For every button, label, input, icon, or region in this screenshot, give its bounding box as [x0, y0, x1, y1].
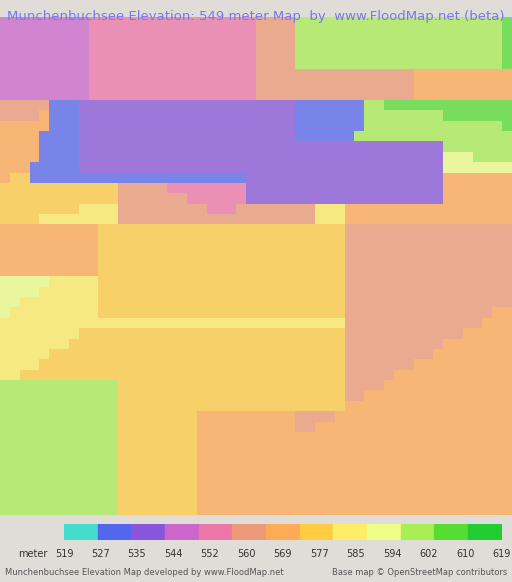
- Text: Munchenbuchsee Elevation Map developed by www.FloodMap.net: Munchenbuchsee Elevation Map developed b…: [5, 569, 284, 577]
- Bar: [232, 524, 266, 540]
- Text: 569: 569: [273, 549, 292, 559]
- Bar: [401, 524, 434, 540]
- Text: 552: 552: [201, 549, 219, 559]
- Text: Munchenbuchsee Elevation: 549 meter Map  by  www.FloodMap.net (beta): Munchenbuchsee Elevation: 549 meter Map …: [7, 10, 505, 23]
- Text: 535: 535: [127, 549, 146, 559]
- Bar: [64, 524, 98, 540]
- Bar: [434, 524, 468, 540]
- Text: Base map © OpenStreetMap contributors: Base map © OpenStreetMap contributors: [332, 569, 507, 577]
- Bar: [468, 524, 502, 540]
- Bar: [333, 524, 367, 540]
- Text: 527: 527: [91, 549, 110, 559]
- Text: 610: 610: [456, 549, 475, 559]
- Text: 560: 560: [237, 549, 255, 559]
- Text: 585: 585: [347, 549, 365, 559]
- Bar: [367, 524, 401, 540]
- Text: meter: meter: [18, 549, 47, 559]
- Text: 577: 577: [310, 549, 329, 559]
- Text: 602: 602: [419, 549, 438, 559]
- Text: 519: 519: [55, 549, 73, 559]
- Bar: [199, 524, 232, 540]
- Bar: [98, 524, 132, 540]
- Text: 594: 594: [383, 549, 401, 559]
- Bar: [132, 524, 165, 540]
- Bar: [266, 524, 300, 540]
- Text: 544: 544: [164, 549, 183, 559]
- Text: 619: 619: [493, 549, 511, 559]
- Bar: [300, 524, 333, 540]
- Bar: [165, 524, 199, 540]
